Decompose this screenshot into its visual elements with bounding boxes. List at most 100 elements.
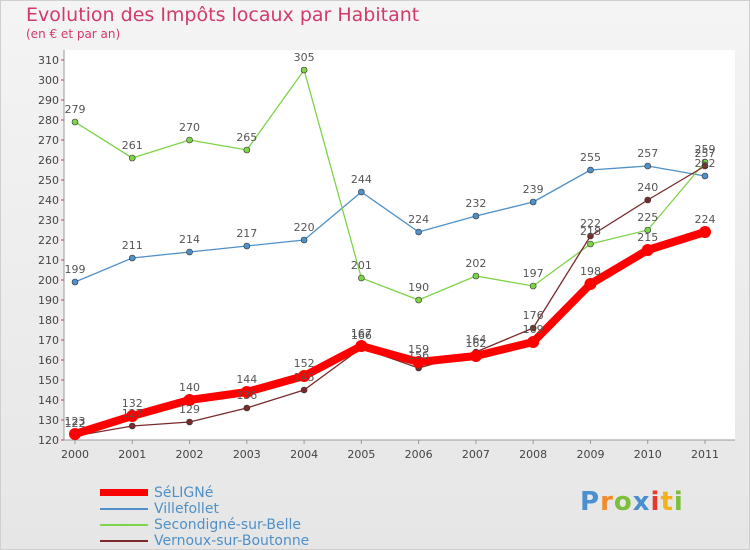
data-label-vernoux: 156 [408, 349, 429, 362]
proxiti-logo: Proxiti [580, 487, 684, 517]
legend-swatch-seligne [100, 489, 148, 496]
data-label-seligne: 162 [465, 337, 486, 350]
y-tick-label: 220 [38, 234, 59, 247]
data-label-villefollet: 199 [65, 263, 86, 276]
data-label-seligne: 144 [236, 373, 257, 386]
y-tick-label: 170 [38, 334, 59, 347]
plot-area [64, 50, 735, 440]
data-point-villefollet [587, 166, 594, 174]
chart-title: Evolution des Impôts locaux par Habitant [26, 4, 420, 26]
y-tick-label: 310 [38, 54, 59, 67]
data-point-secondigne [415, 296, 422, 304]
data-label-seligne: 123 [65, 415, 86, 428]
data-label-vernoux: 122 [65, 417, 86, 430]
data-point-seligne [641, 244, 654, 256]
data-point-seligne [183, 394, 196, 406]
data-point-seligne [699, 226, 711, 238]
data-point-villefollet [358, 188, 365, 196]
data-point-secondigne [644, 226, 652, 234]
y-tick-label: 240 [38, 194, 59, 207]
x-tick-label: 2011 [691, 448, 719, 461]
data-point-seligne [527, 336, 540, 348]
data-point-seligne [69, 428, 81, 440]
y-tick-label: 230 [38, 214, 59, 227]
data-point-villefollet [644, 162, 652, 170]
data-point-vernoux [587, 232, 594, 240]
data-point-villefollet [472, 212, 480, 220]
legend-swatch-secondigne [100, 524, 148, 526]
data-label-secondigne: 259 [695, 143, 716, 156]
legend-label-seligne: SéLIGNé [154, 485, 214, 501]
data-point-vernoux [529, 324, 537, 332]
y-tick-label: 300 [38, 74, 59, 87]
legend-swatch-vernoux [100, 540, 148, 542]
data-label-vernoux: 222 [580, 217, 601, 230]
data-label-secondigne: 190 [408, 281, 429, 294]
data-point-villefollet [71, 278, 79, 286]
data-label-villefollet: 244 [351, 173, 372, 186]
legend-label-villefollet: Villefollet [154, 501, 219, 517]
data-label-secondigne: 261 [122, 139, 143, 152]
x-tick-label: 2003 [233, 448, 261, 461]
y-tick-label: 160 [38, 354, 59, 367]
x-tick-label: 2007 [462, 448, 490, 461]
data-label-vernoux: 176 [523, 309, 544, 322]
y-tick-label: 250 [38, 174, 59, 187]
data-label-secondigne: 305 [294, 51, 315, 64]
data-label-villefollet: 224 [408, 213, 429, 226]
data-label-vernoux: 129 [179, 403, 200, 416]
data-point-seligne [469, 350, 482, 362]
data-label-seligne: 169 [523, 323, 544, 336]
data-label-villefollet: 255 [580, 151, 601, 164]
y-tick-label: 120 [38, 434, 59, 447]
data-label-seligne: 224 [695, 213, 716, 226]
data-point-secondigne [71, 118, 79, 126]
data-point-villefollet [243, 242, 251, 250]
data-label-vernoux: 145 [294, 371, 315, 384]
data-point-villefollet [415, 228, 422, 236]
y-tick-label: 200 [38, 274, 59, 287]
data-point-vernoux [243, 404, 251, 412]
data-point-villefollet [300, 236, 308, 244]
data-label-seligne: 215 [637, 231, 658, 244]
x-tick-label: 2006 [405, 448, 433, 461]
y-tick-label: 290 [38, 94, 59, 107]
data-label-villefollet: 220 [294, 221, 315, 234]
y-tick-label: 190 [38, 294, 59, 307]
data-point-vernoux [186, 418, 193, 426]
data-label-vernoux: 127 [122, 407, 143, 420]
y-tick-label: 260 [38, 154, 59, 167]
data-point-vernoux [701, 162, 709, 170]
series-line-secondigne [74, 69, 706, 301]
series-line-seligne [71, 228, 709, 438]
data-label-secondigne: 225 [637, 211, 658, 224]
data-label-secondigne: 202 [465, 257, 486, 270]
data-point-secondigne [128, 154, 136, 162]
data-point-villefollet [186, 248, 193, 256]
y-tick-label: 130 [38, 414, 59, 427]
data-point-seligne [240, 386, 253, 398]
y-tick-label: 280 [38, 114, 59, 127]
data-label-seligne: 132 [122, 397, 143, 410]
data-label-seligne: 198 [580, 265, 601, 278]
data-label-villefollet: 214 [179, 233, 200, 246]
data-label-seligne: 152 [294, 357, 315, 370]
data-point-seligne [298, 370, 311, 382]
data-label-villefollet: 232 [465, 197, 486, 210]
data-label-vernoux: 166 [351, 329, 372, 342]
data-point-secondigne [300, 66, 308, 74]
data-label-secondigne: 270 [179, 121, 200, 134]
data-label-villefollet: 257 [637, 147, 658, 160]
x-tick-label: 2001 [118, 448, 146, 461]
data-label-villefollet: 217 [236, 227, 257, 240]
data-point-seligne [126, 410, 139, 422]
data-point-vernoux [128, 422, 136, 430]
data-label-villefollet: 252 [695, 157, 716, 170]
data-label-vernoux: 240 [637, 181, 658, 194]
data-label-secondigne: 218 [580, 225, 601, 238]
x-tick-label: 2009 [576, 448, 604, 461]
data-label-seligne: 159 [408, 343, 429, 356]
legend-swatch-villefollet [100, 508, 148, 510]
y-tick-label: 270 [38, 134, 59, 147]
